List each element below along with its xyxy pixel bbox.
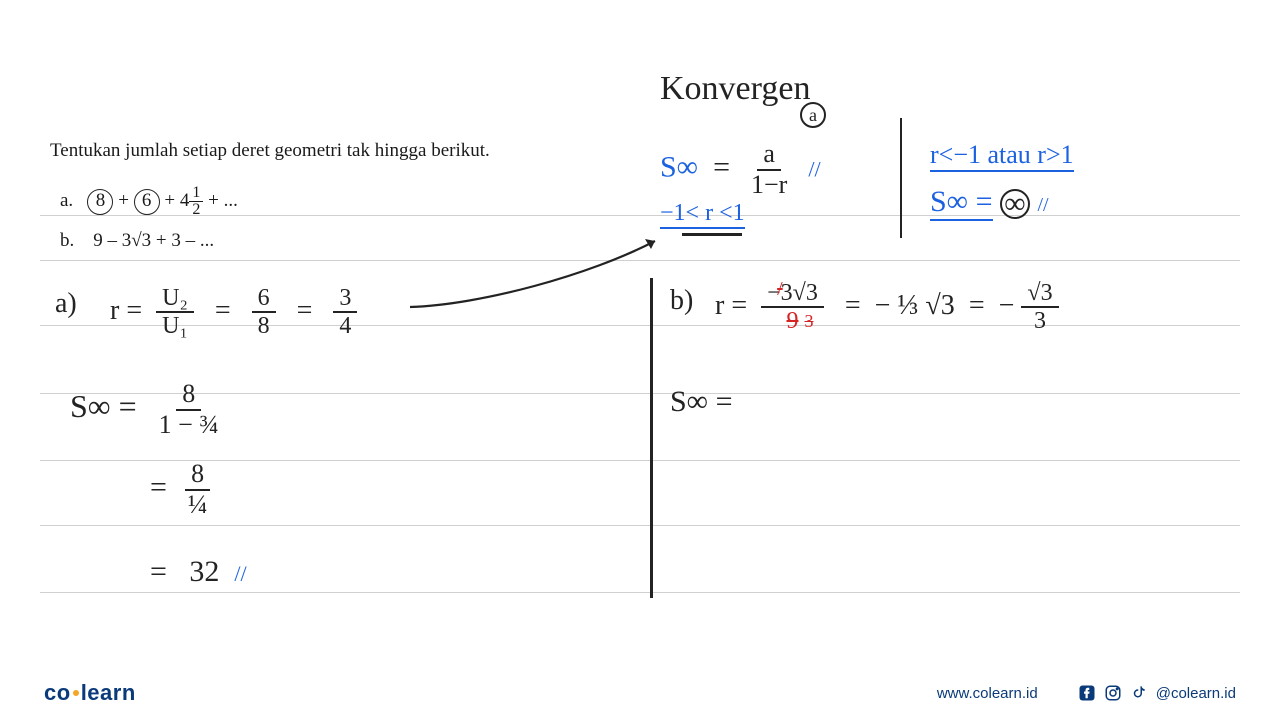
formula-lhs: S∞ — [660, 150, 698, 183]
div-res-lhs: S∞ = — [930, 185, 993, 221]
eq: = — [845, 290, 861, 321]
plus: + — [164, 190, 175, 211]
b-den-9-struck: 9 — [786, 308, 798, 334]
eq: = — [215, 295, 231, 326]
answer-slashes: // — [234, 561, 246, 586]
cancel-to-3: 3 — [804, 312, 813, 332]
tail-ellipsis: + ... — [208, 190, 238, 211]
item-a-prefix: a. — [60, 190, 73, 211]
s1-den: 1 − ¾ — [153, 411, 225, 440]
u2: U₂ — [156, 285, 194, 313]
footer-bar: colearn www.colearn.id @colearn.id — [0, 666, 1280, 720]
divergence-condition-text: r<−1 atau r>1 — [930, 140, 1074, 172]
notes-divider — [900, 118, 902, 238]
work-a-ratio: r = U₂ U₁ = 6 8 = 3 4 — [110, 285, 357, 340]
item-b-prefix: b. — [60, 230, 74, 251]
logo-co: co — [44, 680, 71, 705]
cancel-3-top: / — [777, 278, 783, 300]
formula-denom: 1−r — [745, 171, 793, 200]
neg: − — [999, 290, 1015, 321]
r-equals: r = — [110, 295, 142, 326]
four: 4 — [333, 313, 357, 339]
term-3-denom: 2 — [189, 202, 203, 218]
work-b-ratio: r = −3√3 / 9 3 = − ⅓ √3 = − √3 3 — [715, 280, 1059, 335]
answer-32: 32 — [189, 555, 219, 588]
problem-item-b: b. 9 – 3√3 + 3 – ... — [60, 230, 214, 252]
instagram-icon — [1104, 684, 1122, 702]
b-num: −3√3 / — [761, 280, 824, 308]
note-konvergen: Konvergen — [660, 70, 810, 108]
formula-slashes: // — [808, 156, 820, 181]
arrow-to-condition — [400, 235, 680, 325]
fin-den: 3 — [1028, 308, 1052, 334]
work-a-sum-line3: = 32 // — [150, 555, 247, 589]
work-a-label: a) — [55, 288, 77, 320]
item-b-series: 9 – 3√3 + 3 – ... — [93, 230, 214, 251]
u1: U₁ — [156, 313, 194, 339]
s2-num: 8 — [185, 460, 210, 491]
term-1-circled: 8 — [87, 189, 113, 215]
b-den: 9 3 — [780, 308, 804, 334]
tiktok-icon — [1130, 684, 1148, 702]
brand-logo: colearn — [44, 680, 136, 706]
eq: = — [150, 470, 167, 503]
logo-dot-icon — [73, 690, 79, 696]
infinity-circled: ∞ — [1000, 189, 1030, 219]
work-a-sum-line1: S∞ = 8 1 − ¾ — [70, 380, 225, 439]
formula-sinf: S∞ = a 1−r // — [660, 140, 821, 199]
b-mid: − ⅓ √3 — [875, 290, 955, 321]
eq: = — [150, 555, 167, 588]
logo-learn: learn — [81, 680, 136, 705]
three: 3 — [333, 285, 357, 313]
note-a-circle: a — [800, 102, 826, 128]
fin-num: √3 — [1021, 280, 1058, 308]
problem-item-a: a. 8 + 6 + 412 + ... — [60, 185, 238, 218]
problem-title: Tentukan jumlah setiap deret geometri ta… — [50, 140, 490, 162]
six: 6 — [252, 285, 276, 313]
whiteboard-page: Tentukan jumlah setiap deret geometri ta… — [0, 0, 1280, 720]
formula-numer: a — [757, 140, 781, 171]
formula-eq: = — [713, 150, 730, 183]
div-slashes: // — [1038, 194, 1049, 216]
footer-url: www.colearn.id — [937, 685, 1038, 702]
term-2-circled: 6 — [134, 189, 160, 215]
eq: = — [969, 290, 985, 321]
term-3-whole: 4 — [180, 190, 190, 211]
underline-mark — [682, 232, 742, 236]
facebook-icon — [1078, 684, 1096, 702]
s2-den: ¼ — [182, 491, 214, 520]
footer-social: @colearn.id — [1078, 684, 1236, 702]
plus: + — [118, 190, 129, 211]
term-3-numer: 1 — [189, 185, 203, 202]
r-equals: r = — [715, 290, 747, 321]
eight: 8 — [252, 313, 276, 339]
divergence-result: S∞ = ∞ // — [930, 185, 1049, 219]
eq: = — [297, 295, 313, 326]
divergence-condition: r<−1 atau r>1 — [930, 140, 1074, 170]
work-b-label: b) — [670, 285, 693, 317]
work-a-sum-line2: = 8 ¼ — [150, 460, 213, 519]
convergence-condition-text: −1< r <1 — [660, 200, 745, 229]
footer-handle: @colearn.id — [1156, 685, 1236, 702]
convergence-condition: −1< r <1 — [660, 200, 745, 227]
sinf-equals: S∞ = — [70, 388, 137, 424]
b-num-text: −3√3 — [767, 280, 818, 306]
s1-num: 8 — [176, 380, 201, 411]
work-divider — [650, 278, 653, 598]
work-b-sum: S∞ = — [670, 385, 733, 419]
